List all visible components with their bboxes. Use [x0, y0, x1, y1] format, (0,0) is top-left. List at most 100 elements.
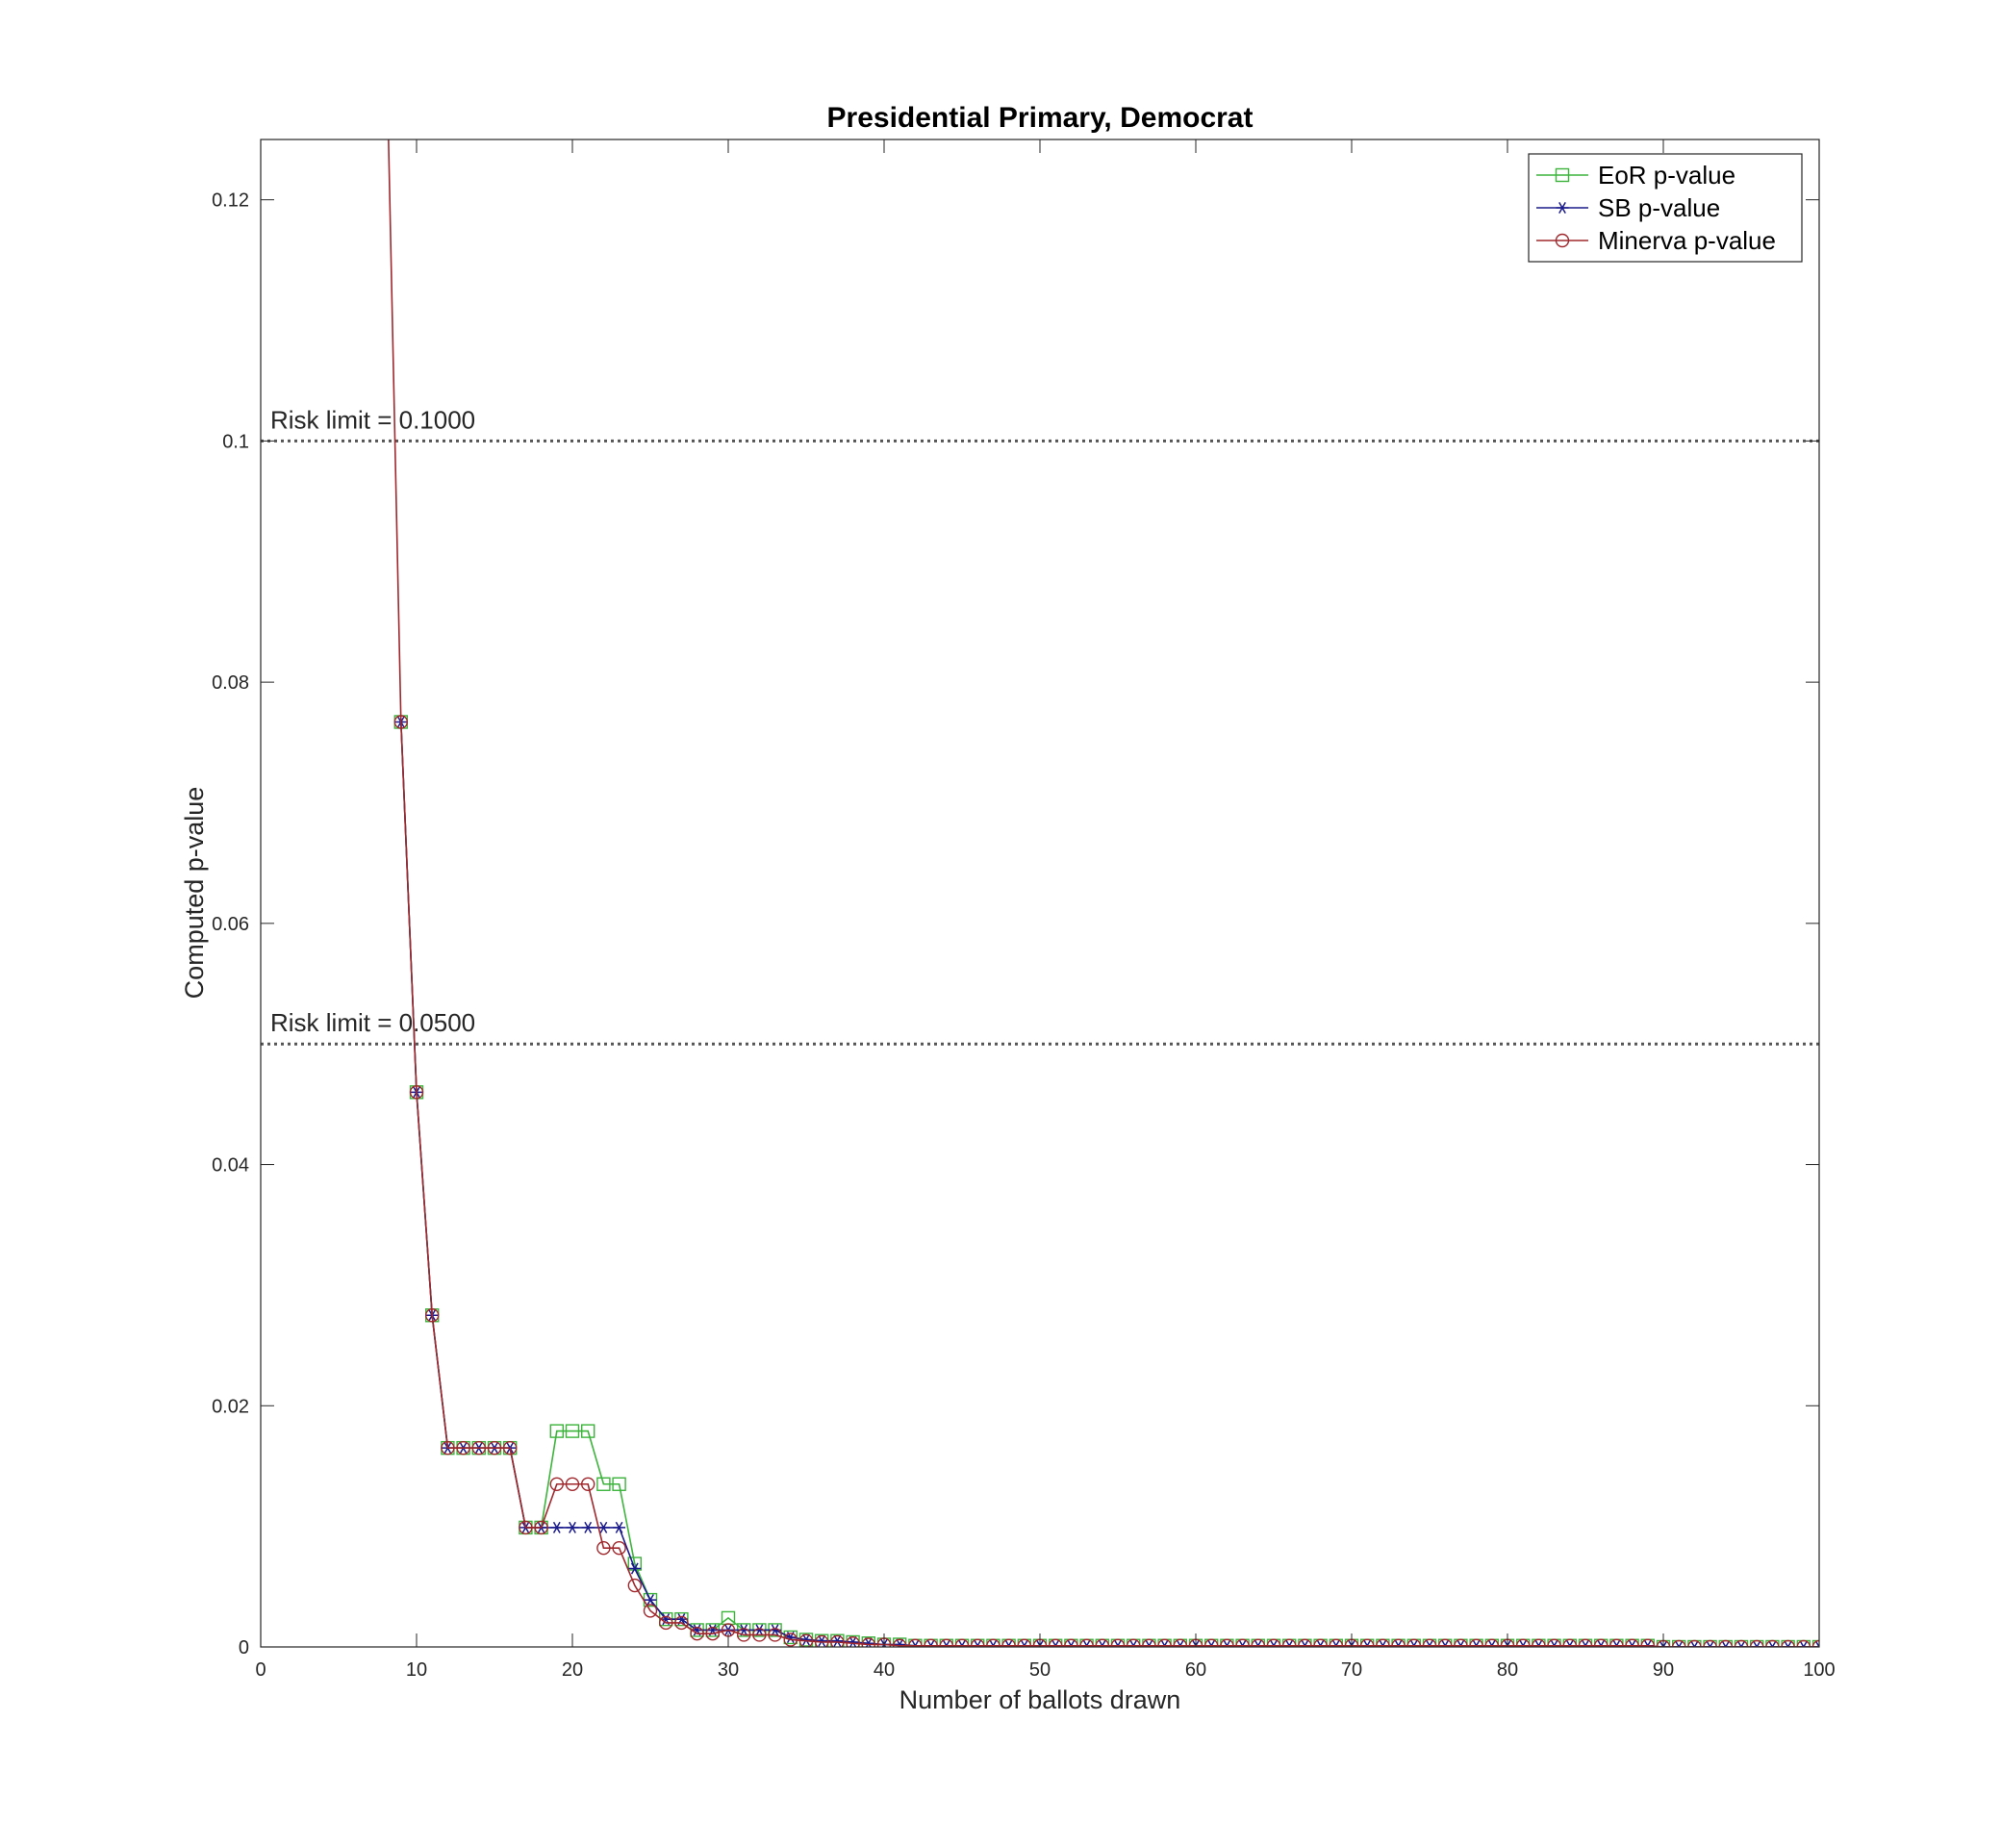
series-point: [1095, 1638, 1109, 1647]
series-point: [1079, 1638, 1094, 1647]
series-point: [1797, 1640, 1811, 1647]
y-axis-ticks: 0 0.02 0.04 0.06 0.08 0.1 0.12: [212, 190, 1819, 1658]
series-point: [798, 1633, 814, 1647]
series-point: [1672, 1639, 1686, 1647]
series-point: [1438, 1638, 1453, 1647]
series-point: [752, 1628, 767, 1642]
legend-marker: [1555, 233, 1570, 248]
x-tick-label: 70: [1341, 1659, 1362, 1681]
series-point: [581, 1521, 595, 1533]
y-tick-label: 0.1: [222, 431, 249, 452]
series-point: [705, 1627, 720, 1641]
series-2: [388, 139, 1819, 1647]
series-point: [409, 1085, 424, 1100]
series-point: [1547, 1638, 1561, 1647]
series-point: [1049, 1638, 1063, 1647]
series-point: [674, 1615, 689, 1631]
series-point: [1640, 1638, 1655, 1647]
series-point: [1235, 1638, 1250, 1647]
series-point: [847, 1635, 860, 1647]
x-tick-label: 80: [1497, 1659, 1518, 1681]
series-point: [581, 1424, 595, 1438]
series-point: [643, 1604, 658, 1618]
series-point: [1251, 1638, 1265, 1647]
series-point: [1266, 1638, 1281, 1647]
series-point: [861, 1637, 875, 1647]
series-point: [954, 1638, 970, 1647]
series-point: [1376, 1638, 1390, 1647]
series-point: [1578, 1638, 1593, 1647]
series-point: [1064, 1638, 1078, 1647]
series-point: [596, 1521, 610, 1533]
series-point: [1220, 1638, 1234, 1647]
series-point: [1657, 1640, 1670, 1647]
y-tick-label: 0.08: [212, 672, 249, 694]
series-point: [441, 1440, 455, 1456]
series-point: [783, 1633, 798, 1647]
risk-limit-label: Risk limit = 0.0500: [270, 1008, 475, 1037]
legend-label: EoR p-value: [1598, 161, 1735, 190]
series-point: [550, 1521, 564, 1533]
legend-label: SB p-value: [1598, 193, 1720, 222]
x-tick-label: 40: [874, 1659, 895, 1681]
series-point: [799, 1633, 813, 1646]
series-point: [596, 1477, 611, 1491]
legend-label: Minerva p-value: [1598, 226, 1776, 255]
series-point: [1703, 1639, 1717, 1647]
series-point: [1812, 1640, 1819, 1647]
series-point: [425, 1308, 440, 1323]
risk-limit-lines: Risk limit = 0.1000 Risk limit = 0.0500: [261, 405, 1819, 1046]
series-point: [519, 1520, 533, 1535]
series-point: [1391, 1638, 1406, 1647]
series-point: [893, 1638, 906, 1647]
series-point: [1532, 1638, 1546, 1647]
series-point: [846, 1636, 860, 1647]
series-point: [393, 715, 408, 729]
series-point: [613, 1521, 626, 1533]
series-point: [612, 1541, 626, 1556]
series-point: [1001, 1638, 1016, 1647]
series-point: [1329, 1638, 1343, 1647]
x-axis-label: Number of ballots drawn: [899, 1685, 1181, 1714]
series-point: [924, 1638, 938, 1647]
series-point: [908, 1638, 923, 1647]
series-point: [612, 1477, 626, 1491]
x-tick-label: 60: [1185, 1659, 1206, 1681]
series-point: [1017, 1638, 1031, 1647]
y-tick-label: 0.02: [212, 1396, 249, 1417]
series-point: [830, 1634, 845, 1647]
series-point: [566, 1521, 579, 1533]
series-point: [1750, 1640, 1763, 1647]
series-point: [596, 1541, 611, 1556]
series-line: [388, 139, 1819, 1647]
series-point: [1298, 1638, 1312, 1647]
series-point: [893, 1638, 907, 1647]
x-tick-label: 50: [1029, 1659, 1051, 1681]
series-point: [815, 1634, 828, 1647]
series-point: [1687, 1640, 1701, 1647]
series-point: [1704, 1640, 1717, 1647]
series-point: [456, 1440, 470, 1456]
series-point: [815, 1634, 829, 1647]
x-tick-label: 0: [255, 1659, 266, 1681]
x-tick-label: 90: [1653, 1659, 1674, 1681]
series-point: [1406, 1638, 1421, 1647]
series-point: [534, 1520, 548, 1535]
series-point: [549, 1477, 564, 1491]
series-layer: [388, 139, 1819, 1647]
series-point: [971, 1638, 985, 1647]
y-tick-label: 0.12: [212, 190, 249, 212]
series-point: [1204, 1638, 1219, 1647]
series-point: [1750, 1639, 1764, 1647]
series-point: [487, 1440, 502, 1456]
series-point: [1142, 1638, 1156, 1647]
series-point: [690, 1627, 704, 1641]
series-point: [1454, 1638, 1468, 1647]
series-point: [1313, 1638, 1328, 1647]
series-point: [939, 1638, 953, 1647]
series-point: [1516, 1638, 1531, 1647]
legend-marker: [1556, 201, 1569, 215]
